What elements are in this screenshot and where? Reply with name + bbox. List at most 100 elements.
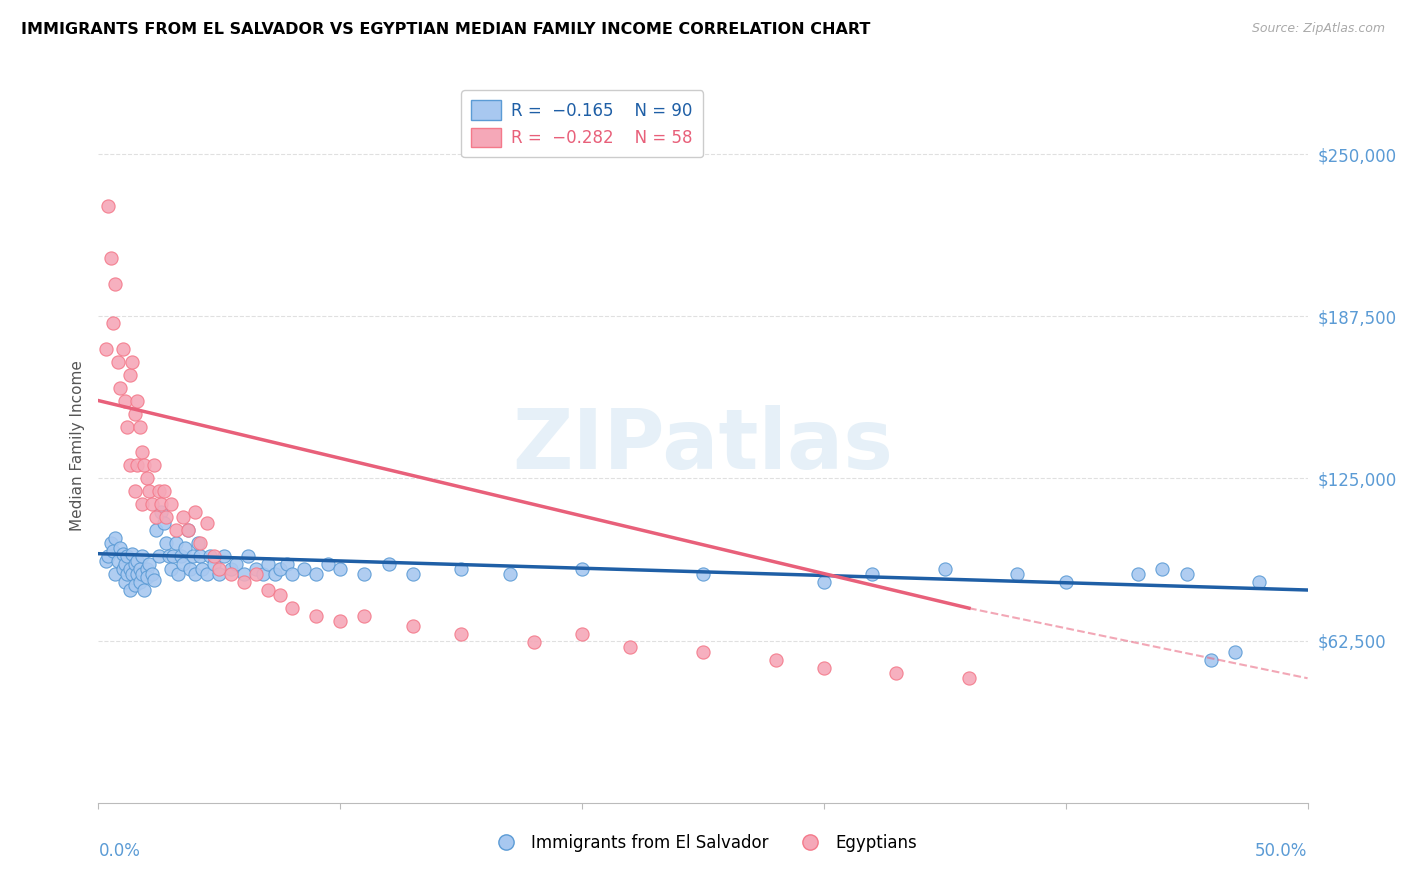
Point	[104, 277, 127, 291]
Point	[143, 458, 166, 473]
Point	[141, 567, 163, 582]
Point	[94, 554, 117, 568]
Point	[765, 653, 787, 667]
Point	[1007, 567, 1029, 582]
Point	[124, 484, 146, 499]
Text: IMMIGRANTS FROM EL SALVADOR VS EGYPTIAN MEDIAN FAMILY INCOME CORRELATION CHART: IMMIGRANTS FROM EL SALVADOR VS EGYPTIAN …	[21, 22, 870, 37]
Point	[128, 419, 150, 434]
Point	[1054, 575, 1077, 590]
Point	[121, 547, 143, 561]
Point	[450, 562, 472, 576]
Point	[172, 557, 194, 571]
Point	[127, 458, 149, 473]
Text: 0.0%: 0.0%	[98, 842, 141, 860]
Point	[353, 609, 375, 624]
Point	[114, 575, 136, 590]
Point	[264, 567, 287, 582]
Point	[104, 567, 127, 582]
Point	[1249, 575, 1271, 590]
Point	[108, 381, 131, 395]
Point	[150, 497, 173, 511]
Point	[172, 510, 194, 524]
Point	[131, 497, 153, 511]
Point	[177, 524, 200, 538]
Point	[245, 562, 267, 576]
Point	[127, 567, 149, 582]
Point	[212, 549, 235, 564]
Point	[238, 549, 260, 564]
Point	[148, 549, 170, 564]
Point	[886, 666, 908, 681]
Point	[121, 567, 143, 582]
Point	[101, 544, 124, 558]
Point	[111, 342, 134, 356]
Point	[160, 562, 183, 576]
Point	[104, 531, 127, 545]
Point	[97, 549, 120, 564]
Point	[571, 627, 593, 641]
Point	[100, 251, 122, 265]
Point	[184, 505, 207, 519]
Text: 50.0%: 50.0%	[1256, 842, 1308, 860]
Point	[221, 567, 243, 582]
Point	[329, 614, 352, 628]
Legend: Immigrants from El Salvador, Egyptians: Immigrants from El Salvador, Egyptians	[482, 828, 924, 859]
Point	[152, 484, 174, 499]
Point	[107, 354, 129, 368]
Point	[131, 567, 153, 582]
Point	[188, 549, 211, 564]
Text: ZIPatlas: ZIPatlas	[513, 406, 893, 486]
Point	[134, 582, 156, 597]
Point	[225, 557, 247, 571]
Point	[1199, 653, 1222, 667]
Point	[402, 567, 425, 582]
Point	[160, 497, 183, 511]
Point	[134, 458, 156, 473]
Point	[165, 536, 187, 550]
Point	[353, 567, 375, 582]
Point	[195, 567, 218, 582]
Point	[124, 578, 146, 592]
Point	[692, 645, 714, 659]
Point	[204, 557, 226, 571]
Point	[152, 516, 174, 530]
Point	[571, 562, 593, 576]
Point	[174, 541, 197, 556]
Point	[1223, 645, 1246, 659]
Point	[269, 588, 291, 602]
Point	[97, 199, 120, 213]
Point	[191, 562, 214, 576]
Point	[135, 562, 157, 576]
Point	[276, 557, 298, 571]
Point	[127, 393, 149, 408]
Point	[162, 549, 184, 564]
Point	[292, 562, 315, 576]
Point	[131, 445, 153, 459]
Point	[232, 575, 254, 590]
Point	[305, 609, 328, 624]
Point	[94, 342, 117, 356]
Point	[1152, 562, 1174, 576]
Point	[155, 510, 177, 524]
Point	[100, 536, 122, 550]
Point	[145, 524, 167, 538]
Point	[121, 354, 143, 368]
Point	[179, 562, 201, 576]
Point	[232, 567, 254, 582]
Point	[377, 557, 399, 571]
Point	[208, 567, 231, 582]
Point	[813, 575, 835, 590]
Point	[135, 570, 157, 584]
Point	[141, 497, 163, 511]
Point	[117, 567, 139, 582]
Point	[860, 567, 883, 582]
Point	[934, 562, 956, 576]
Point	[208, 562, 231, 576]
Point	[198, 549, 221, 564]
Point	[204, 549, 226, 564]
Point	[148, 484, 170, 499]
Point	[329, 562, 352, 576]
Point	[111, 562, 134, 576]
Point	[118, 368, 141, 382]
Point	[101, 316, 124, 330]
